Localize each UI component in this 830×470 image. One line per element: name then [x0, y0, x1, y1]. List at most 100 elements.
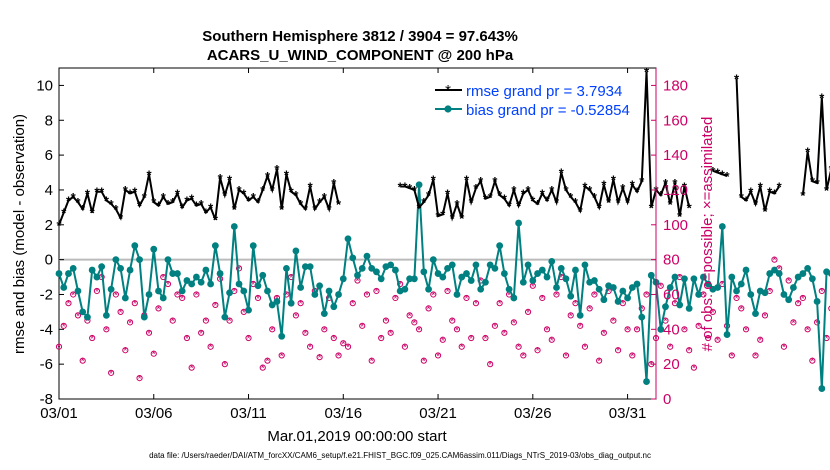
bias-point	[420, 268, 428, 276]
obs-possible-marker	[681, 326, 688, 333]
rmse-point: *	[516, 199, 522, 214]
obs-assimilated-marker: *	[555, 290, 559, 301]
rmse-point: *	[180, 200, 186, 215]
obs-possible-marker	[136, 374, 143, 382]
obs-possible-marker	[55, 343, 63, 350]
bias-point	[259, 271, 267, 279]
bias-point	[60, 284, 68, 291]
obs-assimilated-marker: *	[588, 304, 592, 315]
obs-assimilated-marker: *	[592, 290, 596, 301]
obs-assimilated-marker: *	[460, 343, 464, 354]
obs-assimilated-marker: *	[266, 357, 270, 368]
bias-point	[434, 270, 442, 277]
obs-possible-marker	[70, 291, 77, 298]
obs-possible-marker	[321, 326, 328, 333]
rmse-point: *	[587, 183, 593, 198]
obs-possible-marker	[524, 308, 532, 315]
rmse-point: *	[156, 199, 162, 214]
bias-point	[278, 332, 286, 340]
rmse-point: *	[715, 166, 721, 181]
y-left-tick-label: -4	[40, 321, 53, 338]
bias-point	[628, 284, 636, 291]
obs-assimilated-marker: *	[270, 325, 274, 336]
rmse-point: *	[331, 176, 337, 191]
rmse-point: *	[232, 202, 238, 217]
obs-possible-marker	[179, 294, 186, 302]
obs-assimilated-marker: *	[119, 308, 123, 319]
bias-point	[387, 261, 395, 269]
obs-assimilated-marker: *	[796, 299, 800, 310]
obs-possible-marker	[307, 343, 314, 350]
bias-point	[553, 284, 560, 291]
obs-assimilated-marker: *	[247, 334, 251, 345]
bias-point	[410, 275, 418, 283]
plot-area	[58, 67, 657, 400]
rmse-point: *	[260, 183, 266, 198]
rmse-point: *	[521, 186, 527, 201]
obs-assimilated-marker: *	[493, 322, 497, 333]
rmse-point: *	[104, 193, 110, 208]
y-axis-label-right: # of obs: o=possible; ×=assimilated	[699, 117, 716, 352]
obs-assimilated-marker: *	[512, 318, 516, 329]
obs-assimilated-marker: *	[157, 304, 161, 315]
bias-point	[718, 223, 726, 230]
rmse-point: *	[289, 185, 295, 200]
bias-point	[254, 282, 262, 290]
rmse-point: *	[445, 186, 451, 201]
bias-point	[662, 303, 669, 311]
obs-possible-marker	[785, 277, 792, 284]
rmse-point: *	[66, 193, 72, 208]
obs-possible-marker	[401, 343, 408, 350]
obs-assimilated-marker: *	[398, 280, 402, 291]
rmse-point: *	[132, 185, 138, 200]
obs-assimilated-marker: *	[611, 317, 615, 328]
bias-point	[505, 285, 513, 293]
obs-assimilated-marker: *	[502, 329, 506, 340]
obs-possible-marker	[330, 334, 337, 342]
obs-assimilated-marker: *	[427, 304, 431, 315]
obs-assimilated-marker: *	[175, 290, 179, 301]
bias-point	[733, 287, 740, 295]
rmse-point: *	[265, 169, 271, 184]
bias-point	[771, 266, 778, 274]
obs-assimilated-marker: *	[109, 369, 113, 380]
obs-assimilated-marker: *	[280, 351, 284, 362]
obs-possible-marker	[709, 308, 716, 315]
rmse-point: *	[436, 209, 442, 224]
rmse-line	[712, 169, 728, 177]
obs-assimilated-marker: *	[597, 357, 601, 368]
obs-possible-marker	[818, 287, 825, 295]
obs-possible-marker	[468, 334, 475, 342]
obs-possible-marker	[392, 294, 399, 302]
rmse-point: *	[592, 190, 598, 205]
obs-assimilated-marker: *	[441, 336, 445, 347]
obs-assimilated-marker: *	[446, 287, 450, 298]
rmse-point: *	[412, 183, 418, 198]
rmse-point: *	[118, 211, 124, 226]
bias-point	[273, 298, 281, 305]
bias-point	[458, 273, 466, 281]
rmse-point: *	[649, 200, 655, 215]
obs-possible-marker	[79, 357, 86, 364]
obs-assimilated-marker: *	[232, 287, 236, 298]
rmse-point: *	[312, 202, 318, 217]
bias-point	[453, 291, 461, 298]
bias-point	[145, 291, 153, 298]
obs-assimilated-marker: *	[507, 290, 511, 301]
bias-point	[392, 266, 399, 274]
rmse-point: *	[161, 190, 167, 205]
bias-point	[344, 235, 352, 243]
bias-point	[292, 247, 300, 255]
rmse-point: *	[417, 200, 423, 215]
rmse-point: *	[758, 179, 764, 194]
bias-point	[699, 273, 707, 281]
rmse-point: *	[184, 193, 190, 208]
rmse-point: *	[767, 185, 773, 200]
rmse-point: *	[635, 185, 641, 200]
obs-possible-marker	[520, 352, 527, 359]
y-right-tick-label: 0	[663, 391, 671, 408]
obs-possible-marker	[795, 300, 802, 307]
bias-point	[335, 291, 342, 298]
obs-possible-marker	[657, 282, 664, 289]
obs-assimilated-marker: *	[152, 350, 156, 361]
